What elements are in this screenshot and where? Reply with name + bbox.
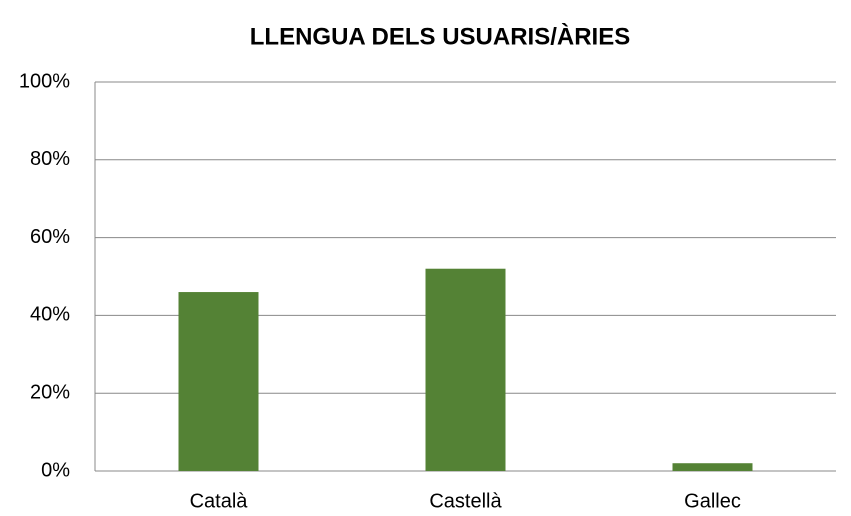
y-tick-label: 80% bbox=[30, 148, 70, 170]
x-tick-label: Gallec bbox=[684, 490, 741, 512]
y-tick-label: 0% bbox=[41, 459, 70, 481]
bar bbox=[425, 268, 506, 471]
y-tick-label: 100% bbox=[19, 70, 70, 92]
y-tick-label: 40% bbox=[30, 304, 70, 326]
bar bbox=[178, 292, 259, 471]
x-tick-label: Castellà bbox=[429, 490, 502, 512]
x-tick-label: Català bbox=[190, 490, 249, 512]
bar bbox=[672, 463, 753, 471]
y-tick-label: 20% bbox=[30, 381, 70, 403]
chart-title: LLENGUA DELS USUARIS/ÀRIES bbox=[250, 22, 630, 50]
y-tick-label: 60% bbox=[30, 226, 70, 248]
